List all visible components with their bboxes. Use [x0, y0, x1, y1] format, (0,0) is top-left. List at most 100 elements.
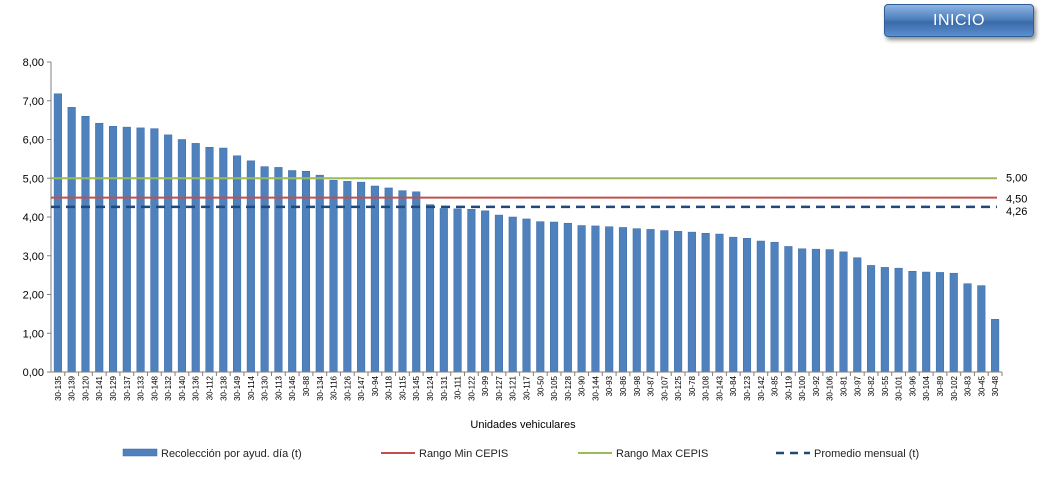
- bar: [701, 233, 710, 373]
- x-tick-label: 30-88: [302, 375, 311, 396]
- x-axis-label: Unidades vehiculares: [470, 419, 576, 431]
- y-tick-label: 7,00: [23, 96, 44, 108]
- legend-label: Rango Max CEPIS: [616, 448, 708, 460]
- x-tick-label: 30-147: [357, 375, 366, 400]
- bar: [136, 127, 145, 373]
- x-tick-label: 30-115: [398, 375, 407, 400]
- bars: [53, 93, 1000, 373]
- x-tick-label: 30-94: [371, 375, 380, 396]
- bar: [798, 248, 807, 373]
- inicio-button[interactable]: INICIO: [884, 4, 1034, 37]
- bar: [867, 265, 876, 373]
- y-tick-label: 8,00: [23, 57, 44, 69]
- x-axis: 30-135 30-139 30-120 30-141 30-129 30-137 30-1…: [51, 371, 1003, 401]
- bar: [908, 271, 917, 373]
- bar: [715, 233, 724, 373]
- x-tick-label: 30-108: [702, 375, 711, 400]
- bar: [122, 126, 131, 373]
- bar: [177, 139, 186, 373]
- bar: [205, 147, 214, 373]
- bar: [577, 225, 586, 373]
- legend-label: Promedio mensual (t): [814, 448, 919, 460]
- legend-swatch: [122, 448, 158, 457]
- x-tick-label: 30-92: [812, 375, 821, 396]
- bar: [591, 225, 600, 373]
- bar: [632, 228, 641, 373]
- reference-lines: 4,50 5,00 4,26: [51, 172, 1027, 218]
- bar: [164, 134, 173, 373]
- x-tick-label: 30-96: [908, 375, 917, 396]
- reference-line-label: 5,00: [1006, 172, 1027, 184]
- y-tick-label: 6,00: [23, 135, 44, 147]
- bar: [288, 170, 297, 373]
- x-tick-label: 30-123: [743, 375, 752, 400]
- x-tick-label: 30-102: [950, 375, 959, 400]
- x-tick-label: 30-85: [771, 375, 780, 396]
- bar: [150, 128, 159, 373]
- x-tick-label: 30-111: [454, 375, 463, 399]
- x-tick-label: 30-84: [729, 375, 738, 396]
- bar: [453, 208, 462, 373]
- x-tick-label: 30-107: [660, 375, 669, 400]
- x-tick-label: 30-125: [674, 375, 683, 400]
- x-tick-label: 30-127: [495, 375, 504, 400]
- x-tick-label: 30-93: [605, 375, 614, 396]
- x-tick-label: 30-149: [233, 375, 242, 400]
- x-tick-label: 30-50: [536, 375, 545, 396]
- bar: [756, 240, 765, 373]
- bar: [770, 241, 779, 373]
- x-tick-label: 30-100: [798, 375, 807, 400]
- x-tick-label: 30-120: [81, 375, 90, 400]
- bar: [301, 171, 311, 373]
- bar: [95, 122, 104, 373]
- bar: [522, 218, 531, 373]
- bar: [674, 231, 683, 373]
- x-tick-label: 30-81: [840, 375, 849, 396]
- x-tick-label: 30-45: [977, 375, 986, 396]
- bar: [605, 226, 614, 373]
- x-tick-label: 30-89: [936, 375, 945, 396]
- bar: [977, 285, 986, 373]
- bar: [329, 179, 338, 373]
- bar: [315, 174, 324, 373]
- bar: [687, 231, 696, 373]
- x-tick-label: 30-141: [95, 375, 104, 400]
- bar: [494, 214, 503, 373]
- bar: [660, 230, 669, 373]
- x-tick-label: 30-90: [578, 375, 587, 396]
- bar: [991, 319, 1000, 373]
- bar: [357, 181, 366, 373]
- bar: [742, 238, 752, 373]
- y-tick-label: 0,00: [23, 367, 44, 379]
- bar: [646, 229, 655, 373]
- x-tick-label: 30-114: [247, 375, 256, 400]
- x-tick-label: 30-48: [991, 375, 1000, 396]
- x-tick-label: 30-116: [330, 375, 339, 400]
- x-tick-label: 30-113: [274, 375, 283, 400]
- x-tick-label: 30-146: [288, 375, 297, 400]
- bar: [467, 209, 476, 373]
- x-tick-label: 30-101: [895, 375, 904, 400]
- bar: [108, 126, 118, 373]
- bar: [618, 227, 628, 373]
- legend-label: Recolección por ayud. día (t): [161, 448, 302, 460]
- bar: [81, 116, 90, 373]
- bar: [67, 107, 76, 373]
- x-tick-label: 30-145: [412, 375, 421, 400]
- x-tick-label: 30-83: [964, 375, 973, 396]
- bar: [894, 267, 903, 373]
- bar: [563, 222, 572, 373]
- x-tick-label: 30-144: [591, 375, 600, 400]
- bar: [481, 210, 490, 373]
- x-tick-label: 30-104: [922, 375, 931, 400]
- x-tick-label: 30-130: [261, 375, 270, 400]
- bar: [233, 155, 242, 373]
- bar: [880, 267, 889, 373]
- x-tick-label: 30-135: [54, 375, 63, 400]
- y-tick-label: 3,00: [23, 251, 44, 263]
- x-tick-label: 30-137: [123, 375, 132, 400]
- x-tick-label: 30-122: [467, 375, 476, 400]
- x-tick-label: 30-112: [206, 375, 215, 400]
- reference-line-label: 4,26: [1006, 206, 1027, 218]
- x-tick-label: 30-128: [564, 375, 573, 400]
